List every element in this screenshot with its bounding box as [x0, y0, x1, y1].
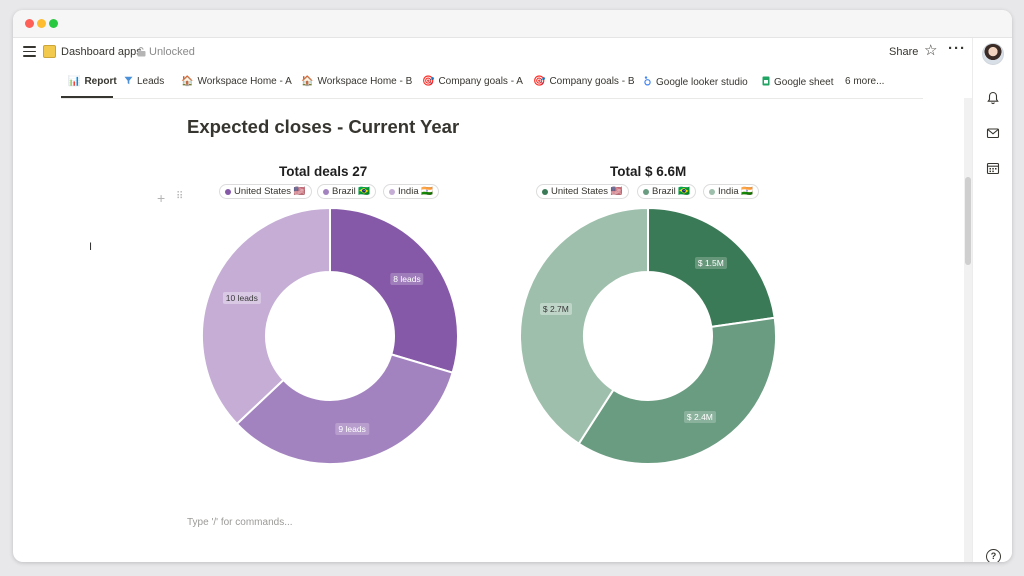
- legend-label: India 🇮🇳: [718, 186, 754, 197]
- maximize-window-button[interactable]: [49, 19, 58, 28]
- tab-google-sheet[interactable]: Google sheet: [762, 76, 834, 88]
- close-window-button[interactable]: [25, 19, 34, 28]
- minimize-window-button[interactable]: [37, 19, 46, 28]
- calendar-icon[interactable]: [986, 161, 1000, 175]
- tab-workspace-home-a[interactable]: 🏠 Workspace Home - A: [181, 76, 292, 87]
- tab-report[interactable]: 📊 Report: [68, 76, 117, 87]
- tab-label: Google sheet: [774, 77, 834, 88]
- add-block-icon[interactable]: +: [157, 190, 166, 206]
- hamburger-menu-icon[interactable]: [23, 46, 36, 57]
- tab-label: Company goals - B: [549, 76, 635, 87]
- favorite-star-icon[interactable]: ☆: [924, 42, 938, 59]
- tab-leads[interactable]: Leads: [124, 76, 164, 87]
- bell-icon[interactable]: [986, 91, 1000, 105]
- donut-slice-brazil[interactable]: [235, 353, 454, 465]
- mail-icon[interactable]: [986, 126, 1000, 140]
- tab-workspace-home-b[interactable]: 🏠 Workspace Home - B: [301, 76, 412, 87]
- command-input[interactable]: [187, 515, 587, 529]
- avatar[interactable]: [982, 43, 1004, 65]
- slice-label-united-states: 8 leads: [390, 272, 424, 285]
- app-window: Dashboard apps Unlocked Share ☆ ··· 📊 Rep…: [13, 10, 1012, 562]
- tab-label: Company goals - A: [438, 76, 523, 87]
- bar-chart-icon: 📊: [68, 76, 81, 87]
- chart-title-deals: Total deals 27: [279, 164, 368, 179]
- scrollbar-thumb[interactable]: [965, 177, 971, 265]
- title-bar: [13, 10, 1012, 38]
- lock-status[interactable]: Unlocked: [149, 46, 195, 58]
- donut-slice-india[interactable]: [519, 206, 649, 446]
- page-title[interactable]: Dashboard apps: [61, 46, 142, 58]
- tab-label: Workspace Home - A: [197, 76, 292, 87]
- tab-company-goals-a[interactable]: 🎯 Company goals - A: [422, 76, 523, 87]
- legend-swatch: [323, 188, 329, 195]
- sheet-icon: [762, 76, 770, 86]
- donut-chart-revenue: [519, 206, 777, 465]
- tab-label: Report: [84, 76, 117, 87]
- legend-swatch: [643, 188, 649, 195]
- legend-label: United States 🇺🇸: [551, 186, 623, 197]
- house-icon: 🏠: [181, 76, 194, 87]
- legend-item-united-states[interactable]: United States 🇺🇸: [219, 184, 312, 199]
- target-icon: 🎯: [422, 76, 435, 87]
- tab-google-looker-studio[interactable]: Google looker studio: [643, 76, 748, 88]
- tab-label: Google looker studio: [656, 77, 748, 88]
- tab-company-goals-b[interactable]: 🎯 Company goals - B: [533, 76, 635, 87]
- slice-label-brazil: $ 2.4M: [683, 410, 716, 423]
- right-rail: [972, 38, 1012, 562]
- help-icon[interactable]: ?: [986, 549, 1001, 562]
- looker-icon: [644, 76, 651, 86]
- slice-label-india: 10 leads: [222, 291, 261, 304]
- legend-item-brazil[interactable]: Brazil 🇧🇷: [637, 184, 697, 199]
- tab-bar: 📊 Report Leads 🏠 Workspace Home - A 🏠 Works…: [61, 68, 923, 99]
- slice-label-brazil: 9 leads: [335, 423, 369, 436]
- legend-item-india[interactable]: India 🇮🇳: [383, 184, 440, 199]
- legend-label: Brazil 🇧🇷: [332, 186, 371, 197]
- legend-label: India 🇮🇳: [398, 186, 434, 197]
- legend-label: United States 🇺🇸: [234, 186, 306, 197]
- donut-slice-brazil[interactable]: [577, 316, 777, 465]
- legend-label: Brazil 🇧🇷: [652, 186, 691, 197]
- slice-label-india: $ 2.7M: [539, 302, 572, 315]
- active-tab-indicator: [61, 96, 113, 98]
- drag-handle-icon[interactable]: ⠿: [176, 191, 183, 202]
- house-icon: 🏠: [301, 76, 314, 87]
- top-bar: Dashboard apps Unlocked Share ☆ ···: [13, 38, 973, 68]
- text-cursor-icon: I: [89, 241, 93, 253]
- legend-item-india[interactable]: India 🇮🇳: [703, 184, 760, 199]
- legend-item-brazil[interactable]: Brazil 🇧🇷: [317, 184, 377, 199]
- donut-slice-united-states[interactable]: [329, 206, 459, 374]
- legend-swatch: [709, 188, 715, 195]
- slice-label-united-states: $ 1.5M: [694, 257, 727, 270]
- share-button[interactable]: Share: [889, 46, 919, 58]
- chart-title-revenue: Total $ 6.6M: [610, 164, 687, 179]
- tab-label: Leads: [137, 76, 165, 87]
- donut-slice-united-states[interactable]: [647, 206, 776, 329]
- page-icon: [43, 45, 56, 58]
- donut-chart-deals: [201, 206, 459, 465]
- legend-swatch: [389, 188, 395, 195]
- target-icon: 🎯: [533, 76, 546, 87]
- funnel-icon: [124, 76, 133, 85]
- legend-swatch: [542, 188, 548, 195]
- donut-charts: [201, 206, 777, 465]
- legend-item-united-states[interactable]: United States 🇺🇸: [536, 184, 629, 199]
- legend-swatch: [225, 188, 231, 195]
- tab-label: Workspace Home - B: [317, 76, 413, 87]
- page-heading: Expected closes - Current Year: [187, 116, 460, 137]
- tab-more[interactable]: 6 more...: [845, 76, 885, 87]
- unlock-icon: [137, 47, 146, 57]
- donut-slice-india[interactable]: [201, 206, 331, 426]
- more-options-icon[interactable]: ···: [948, 40, 966, 57]
- scrollbar-track[interactable]: [964, 98, 972, 562]
